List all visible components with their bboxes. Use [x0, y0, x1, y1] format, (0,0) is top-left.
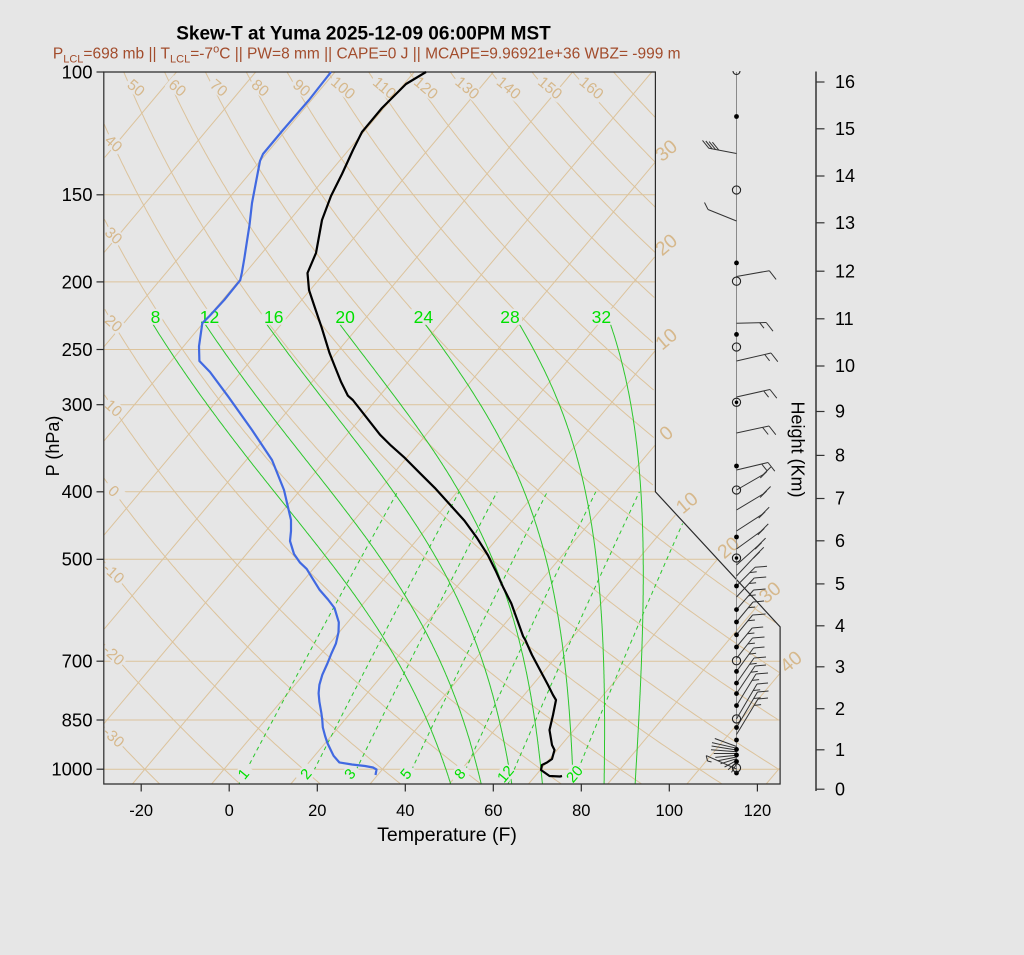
svg-text:0: 0: [225, 802, 234, 820]
svg-text:16: 16: [835, 72, 855, 92]
svg-text:5: 5: [835, 574, 845, 594]
svg-text:32: 32: [592, 307, 611, 327]
svg-text:100: 100: [62, 61, 93, 82]
svg-text:9: 9: [835, 402, 845, 422]
svg-text:400: 400: [62, 481, 93, 502]
svg-text:7: 7: [835, 489, 845, 509]
svg-text:8: 8: [835, 446, 845, 466]
svg-text:850: 850: [62, 709, 93, 730]
svg-text:20: 20: [335, 307, 355, 327]
svg-text:20: 20: [308, 802, 326, 820]
svg-text:4: 4: [835, 616, 845, 636]
svg-text:10: 10: [835, 356, 855, 376]
svg-text:6: 6: [835, 531, 845, 551]
svg-text:150: 150: [62, 184, 93, 205]
svg-text:PLCL=698 mb || TLCL=-7oC || PW: PLCL=698 mb || TLCL=-7oC || PW=8 mm || C…: [53, 44, 681, 66]
svg-text:120: 120: [744, 802, 772, 820]
svg-text:0: 0: [835, 779, 845, 799]
svg-text:3: 3: [835, 657, 845, 677]
svg-text:11: 11: [835, 309, 854, 329]
svg-text:Skew-T at Yuma 2025-12-09 06:0: Skew-T at Yuma 2025-12-09 06:00PM MST: [176, 24, 551, 45]
svg-text:1000: 1000: [51, 759, 92, 780]
svg-text:100: 100: [656, 802, 684, 820]
svg-text:28: 28: [500, 307, 519, 327]
svg-text:500: 500: [62, 549, 93, 570]
svg-text:700: 700: [62, 651, 93, 672]
svg-text:300: 300: [62, 394, 93, 415]
svg-text:12: 12: [835, 261, 855, 281]
svg-text:13: 13: [835, 213, 855, 233]
svg-text:60: 60: [484, 802, 502, 820]
svg-text:14: 14: [835, 166, 855, 186]
svg-text:2: 2: [835, 699, 845, 719]
svg-text:24: 24: [414, 307, 434, 327]
svg-text:Temperature (F): Temperature (F): [377, 824, 517, 846]
svg-text:-20: -20: [129, 802, 153, 820]
svg-text:1: 1: [835, 740, 845, 760]
svg-text:Height (Km): Height (Km): [788, 401, 808, 497]
svg-text:250: 250: [62, 339, 93, 360]
svg-text:40: 40: [396, 802, 414, 820]
svg-text:80: 80: [572, 802, 590, 820]
svg-text:15: 15: [835, 119, 855, 139]
svg-text:P (hPa): P (hPa): [43, 416, 63, 477]
svg-text:8: 8: [151, 307, 161, 327]
svg-text:16: 16: [264, 307, 283, 327]
svg-text:200: 200: [62, 271, 93, 292]
